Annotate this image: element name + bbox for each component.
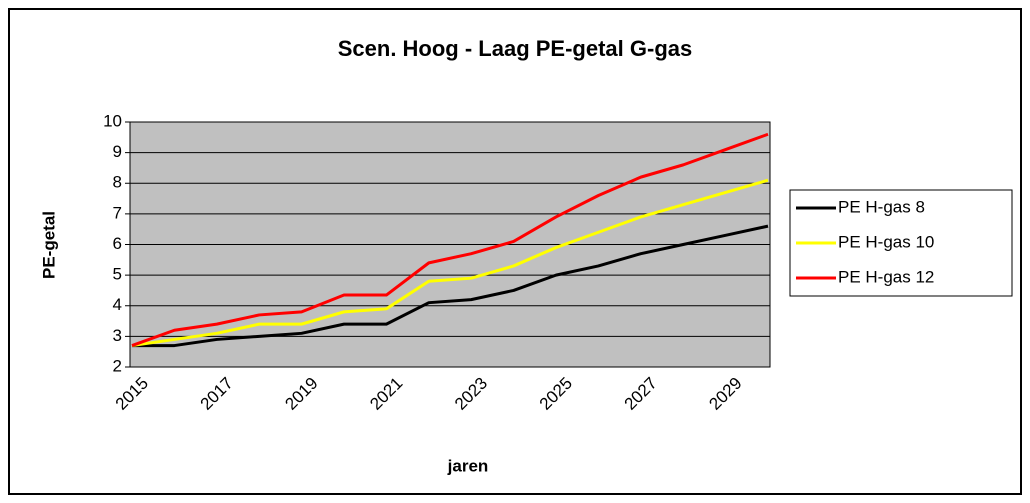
legend-label: PE H-gas 8 bbox=[838, 197, 925, 216]
series-line bbox=[131, 132, 769, 347]
y-tick-label: 5 bbox=[113, 265, 122, 284]
series-line bbox=[131, 178, 769, 348]
y-tick-label: 4 bbox=[113, 295, 122, 314]
y-tick-label: 6 bbox=[113, 234, 122, 253]
y-tick-label: 9 bbox=[113, 142, 122, 161]
x-axis-label: jaren bbox=[447, 456, 489, 475]
series-line bbox=[132, 224, 769, 348]
legend-label: PE H-gas 10 bbox=[838, 232, 934, 251]
legend-label: PE H-gas 12 bbox=[838, 267, 934, 286]
y-tick-label: 7 bbox=[113, 203, 122, 222]
y-tick-label: 3 bbox=[113, 326, 122, 345]
y-tick-label: 10 bbox=[103, 111, 122, 130]
y-tick-label: 8 bbox=[113, 173, 122, 192]
chart-title: Scen. Hoog - Laag PE-getal G-gas bbox=[338, 36, 693, 61]
y-axis-label: PE-getal bbox=[39, 211, 58, 279]
y-tick-label: 2 bbox=[113, 356, 122, 375]
